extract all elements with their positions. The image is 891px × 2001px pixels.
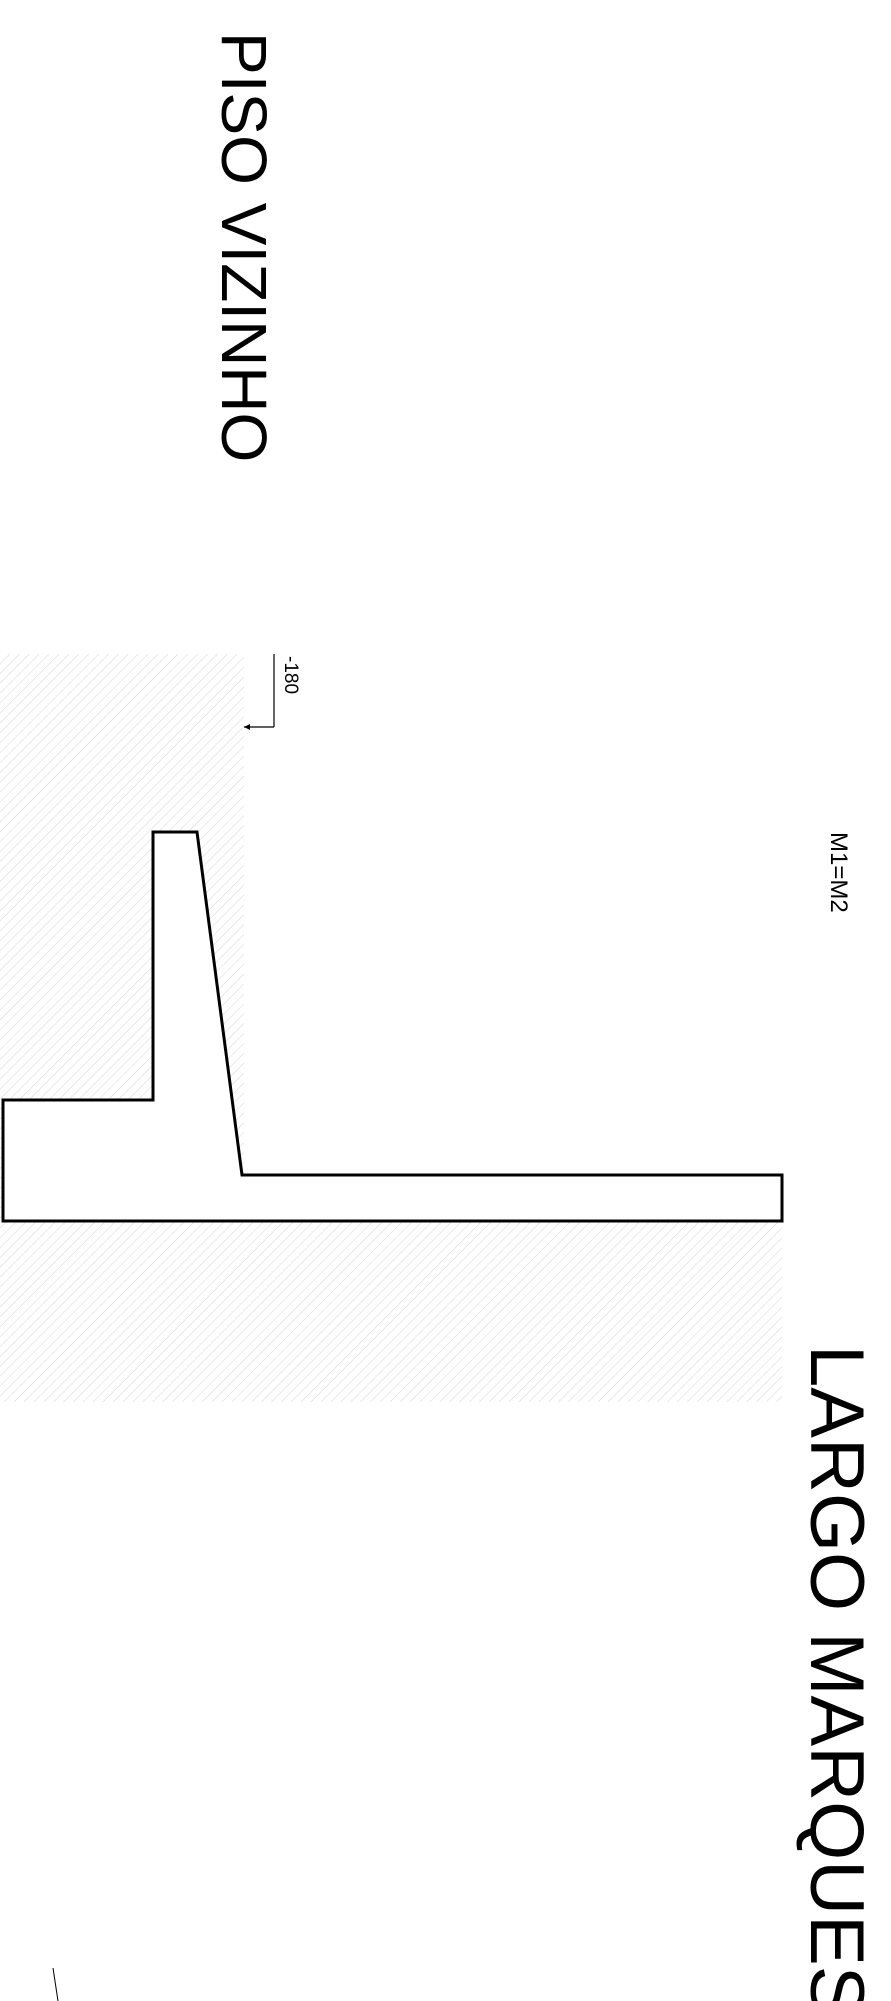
- level-marker: -180: [244, 654, 301, 730]
- retaining-wall-section: [1, 830, 784, 1223]
- wall-note-label: M1=M2: [825, 832, 852, 913]
- stray-line: [52, 1967, 59, 2001]
- neighbor-floor-label: PISO VIZINHO: [208, 32, 280, 462]
- level-mark-label: -180: [280, 656, 301, 694]
- soil-hatch-lower: [0, 1220, 782, 1402]
- street-label: LARGO MARQUES: [794, 1345, 879, 2001]
